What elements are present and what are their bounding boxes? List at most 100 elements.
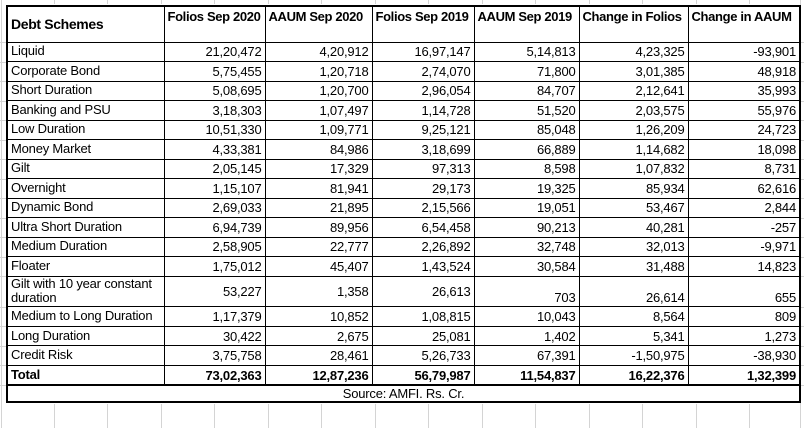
value-cell: 2,675 bbox=[264, 325, 373, 347]
sheet-gridline bbox=[0, 326, 6, 327]
value-cell: 90,213 bbox=[473, 217, 580, 238]
sheet-gridline bbox=[801, 198, 804, 199]
value-cell: 45,407 bbox=[264, 256, 373, 277]
value-cell: 53,227 bbox=[163, 275, 266, 308]
value-cell: 1,26,209 bbox=[578, 119, 689, 140]
value-cell: 62,616 bbox=[687, 178, 801, 199]
sheet-gridline bbox=[482, 0, 483, 4]
sheet-gridline bbox=[696, 0, 697, 4]
value-cell: 51,520 bbox=[473, 100, 580, 121]
sheet-gridline bbox=[0, 179, 6, 180]
total-folios-2019-cell: 56,79,987 bbox=[371, 364, 475, 387]
sheet-gridline-left bbox=[1, 0, 2, 428]
table-row: Gilt with 10 year constant duration 53,22… bbox=[6, 275, 801, 308]
value-cell: 5,14,813 bbox=[473, 41, 580, 62]
scheme-cell: Gilt bbox=[6, 158, 165, 179]
value-cell: 17,329 bbox=[264, 158, 373, 179]
value-cell: 2,15,566 bbox=[371, 197, 475, 218]
sheet-gridline bbox=[321, 0, 322, 4]
value-cell: 1,08,815 bbox=[371, 306, 475, 327]
sheet-gridline bbox=[375, 404, 376, 428]
value-cell: 48,918 bbox=[687, 61, 801, 82]
value-cell: 8,731 bbox=[687, 158, 801, 179]
value-cell: 2,58,905 bbox=[163, 236, 266, 257]
scheme-cell: Credit Risk bbox=[6, 345, 165, 366]
value-cell: 85,048 bbox=[473, 119, 580, 140]
scheme-cell: Gilt with 10 year constant duration bbox=[6, 275, 165, 308]
value-cell: 19,325 bbox=[473, 178, 580, 199]
value-cell: 1,20,700 bbox=[264, 80, 373, 101]
sheet-gridline bbox=[801, 62, 804, 63]
sheet-gridline bbox=[801, 42, 804, 43]
value-cell: 31,488 bbox=[578, 256, 689, 277]
table-row: Money Market 4,33,381 84,986 3,18,699 66,889… bbox=[6, 139, 801, 160]
sheet-gridline bbox=[0, 237, 6, 238]
table-row: Banking and PSU 3,18,303 1,07,497 1,14,728 5… bbox=[6, 100, 801, 121]
sheet-gridline bbox=[161, 404, 162, 428]
value-cell: 1,09,771 bbox=[264, 119, 373, 140]
sheet-gridline bbox=[321, 404, 322, 428]
value-cell: 26,614 bbox=[578, 275, 689, 308]
sheet-gridline bbox=[0, 218, 6, 219]
header-row: Debt Schemes Folios Sep 2020 AAUM Sep 20… bbox=[6, 5, 801, 43]
value-cell: 81,941 bbox=[264, 178, 373, 199]
sheet-gridline bbox=[696, 404, 697, 428]
value-cell: 6,94,739 bbox=[163, 217, 266, 238]
sheet-gridline bbox=[0, 307, 6, 308]
sheet-gridline bbox=[214, 404, 215, 428]
sheet-gridline bbox=[0, 42, 6, 43]
sheet-gridline bbox=[749, 0, 750, 4]
value-cell: 703 bbox=[473, 275, 580, 308]
sheet-gridline bbox=[54, 0, 55, 4]
sheet-gridline bbox=[801, 237, 804, 238]
value-cell: 32,748 bbox=[473, 236, 580, 257]
value-cell: 85,934 bbox=[578, 178, 689, 199]
value-cell: 84,986 bbox=[264, 139, 373, 160]
value-cell: 655 bbox=[687, 275, 801, 308]
value-cell: 1,07,497 bbox=[264, 100, 373, 121]
value-cell: 26,613 bbox=[371, 275, 475, 308]
value-cell: 2,74,070 bbox=[371, 61, 475, 82]
value-cell: -9,971 bbox=[687, 236, 801, 257]
sheet-gridline bbox=[801, 365, 804, 366]
sheet-gridline bbox=[801, 307, 804, 308]
total-folios-2020-cell: 73,02,363 bbox=[163, 364, 266, 387]
total-change-aaum-cell: 1,32,399 bbox=[687, 364, 801, 387]
value-cell: 1,20,718 bbox=[264, 61, 373, 82]
value-cell: 8,598 bbox=[473, 158, 580, 179]
table-row: Gilt 2,05,145 17,329 97,313 8,598 1,07,832 8,7… bbox=[6, 158, 801, 179]
value-cell: 2,844 bbox=[687, 197, 801, 218]
sheet-gridline bbox=[375, 0, 376, 4]
value-cell: 2,12,641 bbox=[578, 80, 689, 101]
value-cell: 28,461 bbox=[264, 345, 373, 366]
sheet-gridline bbox=[801, 326, 804, 327]
table-row: Ultra Short Duration 6,94,739 89,956 6,54,4… bbox=[6, 217, 801, 238]
scheme-cell: Overnight bbox=[6, 178, 165, 199]
table-row: Overnight 1,15,107 81,941 29,173 19,325 85,93… bbox=[6, 178, 801, 199]
value-cell: 5,26,733 bbox=[371, 345, 475, 366]
value-cell: 4,23,325 bbox=[578, 41, 689, 62]
value-cell: 1,75,012 bbox=[163, 256, 266, 277]
value-cell: 14,823 bbox=[687, 256, 801, 277]
scheme-cell: Banking and PSU bbox=[6, 100, 165, 121]
value-cell: 2,96,054 bbox=[371, 80, 475, 101]
value-cell: 1,273 bbox=[687, 325, 801, 347]
value-cell: 1,358 bbox=[264, 275, 373, 308]
value-cell: 1,402 bbox=[473, 325, 580, 347]
scheme-cell: Ultra Short Duration bbox=[6, 217, 165, 238]
value-cell: 4,33,381 bbox=[163, 139, 266, 160]
scheme-cell: Medium to Long Duration bbox=[6, 306, 165, 327]
value-cell: 97,313 bbox=[371, 158, 475, 179]
sheet-gridline bbox=[0, 385, 6, 386]
value-cell: 24,723 bbox=[687, 119, 801, 140]
total-change-folios-cell: 16,22,376 bbox=[578, 364, 689, 387]
sheet-gridline bbox=[0, 365, 6, 366]
value-cell: 2,26,892 bbox=[371, 236, 475, 257]
value-cell: 53,467 bbox=[578, 197, 689, 218]
value-cell: 16,97,147 bbox=[371, 41, 475, 62]
value-cell: 5,08,695 bbox=[163, 80, 266, 101]
scheme-cell: Dynamic Bond bbox=[6, 197, 165, 218]
sheet-gridline bbox=[801, 81, 804, 82]
sheet-gridline bbox=[801, 276, 804, 277]
